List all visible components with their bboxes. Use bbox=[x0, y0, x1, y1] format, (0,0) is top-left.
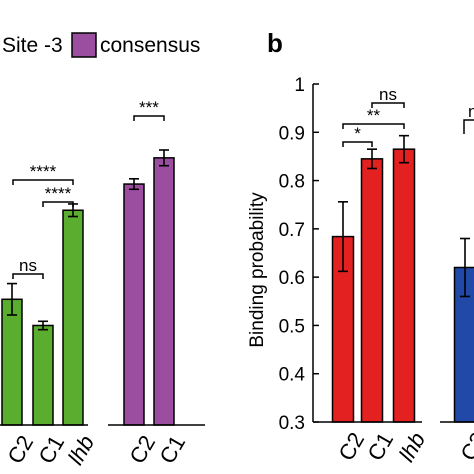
left-bar bbox=[62, 209, 84, 426]
right-category-label: C2 bbox=[455, 428, 474, 465]
right-bar bbox=[360, 158, 384, 423]
left-category-label: C2 bbox=[124, 431, 160, 468]
right-bar bbox=[392, 148, 416, 423]
y-tick-label: 0.6 bbox=[279, 268, 305, 289]
legend-swatch-consensus bbox=[71, 32, 97, 58]
left-category-label: lhb bbox=[63, 431, 99, 469]
y-axis-label: Binding probability bbox=[247, 192, 268, 348]
right-category-label: C1 bbox=[362, 428, 398, 465]
left-bar bbox=[1, 298, 23, 426]
panel-label-b: b bbox=[267, 28, 283, 58]
y-tick-label: 0.3 bbox=[279, 413, 305, 434]
y-tick-label: 0.7 bbox=[279, 220, 305, 241]
y-tick-label: 0.9 bbox=[279, 123, 305, 144]
right-sig-c1-lhb-label: ns bbox=[379, 85, 397, 104]
left-category-label: C1 bbox=[154, 431, 190, 468]
right-sig-c2-lhb-label: ** bbox=[367, 106, 381, 125]
left-sig-c2-lhb-label: **** bbox=[30, 162, 57, 181]
legend-label-consensus: consensus bbox=[100, 34, 200, 57]
y-tick-label: 1 bbox=[294, 75, 305, 96]
right-sig-cropped-label: n bbox=[468, 102, 474, 121]
legend: Site -3 consensus bbox=[2, 32, 200, 58]
left-sig-ns-label: ns bbox=[19, 256, 37, 275]
y-tick-label: 0.4 bbox=[279, 365, 306, 386]
left-sig-c1-lhb-bracket bbox=[42, 201, 74, 207]
legend-label-site: Site -3 bbox=[2, 34, 63, 57]
right-sig-c1-lhb-bracket bbox=[371, 102, 405, 108]
left-category-label: C2 bbox=[2, 431, 38, 468]
left-sig-c2-lhb-bracket bbox=[12, 179, 74, 185]
right-sig-c2-c1-label: * bbox=[354, 124, 361, 143]
left-bar bbox=[123, 183, 145, 426]
left-sig-consensus-label: *** bbox=[139, 98, 159, 117]
left-sig-consensus-bracket bbox=[133, 115, 165, 121]
right-sig-c2-c1-bracket bbox=[342, 141, 373, 147]
left-sig-c1-lhb-label: **** bbox=[45, 184, 72, 203]
right-category-label: lhb bbox=[394, 428, 430, 466]
left-bar bbox=[153, 157, 175, 426]
left-bar bbox=[32, 324, 54, 426]
y-tick-label: 0.5 bbox=[279, 316, 305, 337]
right-sig-c2-lhb-bracket bbox=[342, 123, 405, 129]
y-tick-label: 0.8 bbox=[279, 172, 305, 193]
right-sig-cropped-bracket bbox=[463, 119, 474, 134]
right-category-label: C2 bbox=[333, 428, 369, 465]
left-category-label: C1 bbox=[33, 431, 69, 468]
left-sig-ns-bracket bbox=[12, 273, 44, 279]
